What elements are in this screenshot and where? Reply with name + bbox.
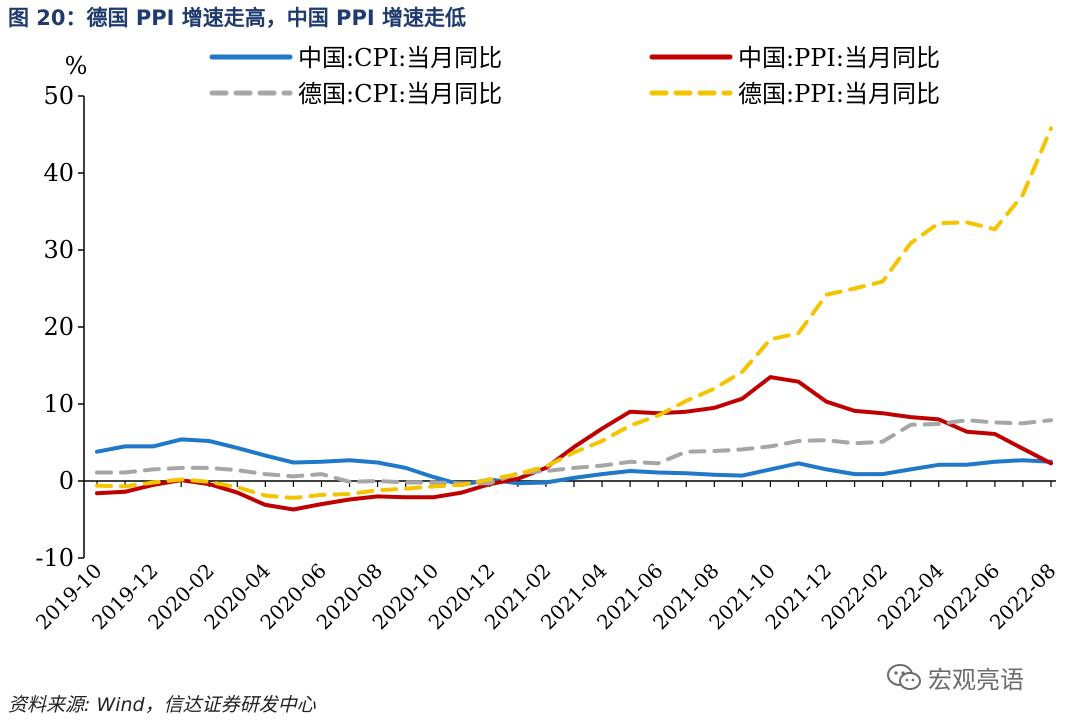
watermark-text: 宏观亮语 bbox=[928, 666, 1024, 694]
y-axis: % -10 0 10 20 30 40 50 bbox=[35, 52, 87, 572]
x-axis: 2019-102019-122020-022020-042020-062020-… bbox=[31, 480, 1061, 634]
series-line-2 bbox=[95, 375, 1053, 512]
y-tick-label: -10 bbox=[35, 544, 74, 572]
chart-series bbox=[95, 126, 1053, 512]
y-tick-label: 30 bbox=[43, 236, 74, 264]
wechat-icon bbox=[887, 663, 921, 690]
legend-label-4: 德国:PPI:当月同比 bbox=[738, 80, 940, 108]
watermark: 宏观亮语 bbox=[886, 660, 1024, 695]
series-line-3 bbox=[95, 418, 1053, 486]
legend-label-3: 德国:CPI:当月同比 bbox=[298, 80, 502, 108]
y-tick-label: 40 bbox=[43, 159, 74, 187]
y-axis-unit-label: % bbox=[65, 52, 88, 80]
legend-label-2: 中国:PPI:当月同比 bbox=[738, 44, 940, 72]
y-tick-label: 0 bbox=[59, 467, 74, 495]
series-line-4 bbox=[95, 126, 1053, 500]
series-line-1 bbox=[95, 437, 1053, 487]
y-tick-label: 20 bbox=[43, 313, 74, 341]
figure-title: 图 20：德国 PPI 增速走高，中国 PPI 增速走低 bbox=[8, 6, 466, 30]
source-note: 资料来源: Wind，信达证券研发中心 bbox=[8, 694, 316, 716]
legend-label-1: 中国:CPI:当月同比 bbox=[298, 44, 502, 72]
y-tick-label: 50 bbox=[43, 82, 74, 110]
y-tick-label: 10 bbox=[43, 390, 74, 418]
